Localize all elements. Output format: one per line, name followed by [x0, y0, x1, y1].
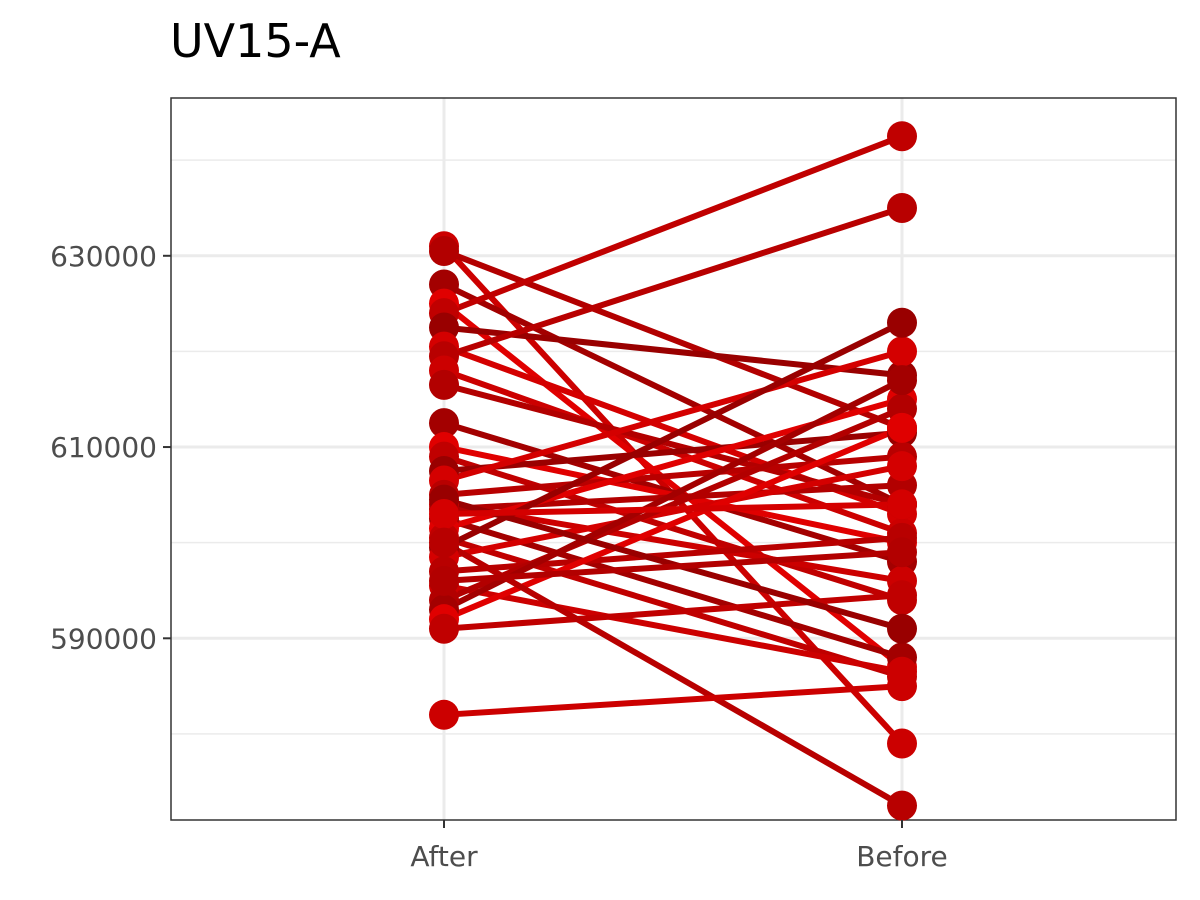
- data-point-before: [887, 365, 917, 396]
- data-point-after: [429, 613, 459, 644]
- pair-line: [443, 453, 903, 603]
- pair-line: [443, 683, 903, 718]
- data-point-after: [429, 527, 459, 558]
- data-point-before: [887, 613, 917, 644]
- data-point-before: [887, 580, 917, 611]
- data-point-after: [429, 565, 459, 596]
- y-tick-label: 590000: [50, 622, 157, 655]
- grid: [171, 98, 1176, 820]
- data-point-after: [429, 236, 459, 267]
- pair-line: [442, 540, 904, 809]
- pair-line: [442, 281, 904, 508]
- data-point-before: [887, 728, 917, 759]
- data-point-before: [887, 489, 917, 520]
- x-tick-label: Before: [856, 840, 948, 873]
- data-point-before: [887, 790, 917, 821]
- pair-line: [443, 549, 903, 584]
- pair-line: [443, 592, 903, 632]
- y-tick-label: 630000: [50, 240, 157, 273]
- pair-line: [442, 377, 904, 613]
- pair-line: [443, 582, 903, 675]
- data-point-before: [887, 451, 917, 482]
- data-point-before: [887, 336, 917, 367]
- series-lines: [441, 133, 905, 809]
- pair-line: [443, 381, 903, 508]
- data-point-after: [429, 369, 459, 400]
- pair-line: [443, 535, 903, 680]
- data-point-after: [429, 408, 459, 439]
- data-point-before: [887, 412, 917, 443]
- data-point-before: [887, 307, 917, 338]
- axes: 590000 610000 630000 After Before: [50, 240, 948, 873]
- data-point-after: [429, 699, 459, 730]
- chart-title: UV15-A: [170, 14, 341, 68]
- series-points: [429, 121, 917, 821]
- data-point-before: [887, 192, 917, 223]
- data-point-after: [429, 498, 459, 529]
- pair-line: [443, 501, 903, 584]
- y-tick-label: 610000: [50, 431, 157, 464]
- pair-line: [443, 348, 903, 484]
- data-point-before: [887, 121, 917, 152]
- pair-line: [443, 324, 903, 379]
- data-point-before: [887, 537, 917, 568]
- x-tick-label: After: [410, 840, 478, 873]
- data-point-before: [887, 671, 917, 702]
- pair-line: [443, 205, 903, 360]
- pair-line: [442, 133, 904, 316]
- plot-panel: [170, 97, 1177, 821]
- pair-line: [443, 501, 903, 517]
